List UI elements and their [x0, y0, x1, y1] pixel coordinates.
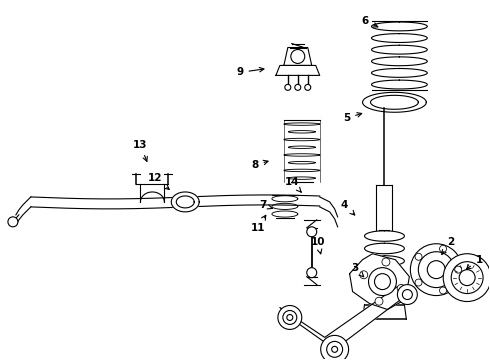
Text: 8: 8	[251, 160, 268, 170]
Circle shape	[451, 262, 483, 293]
Circle shape	[307, 227, 317, 237]
Circle shape	[440, 287, 446, 294]
Circle shape	[440, 245, 446, 252]
Text: 3: 3	[351, 263, 364, 277]
Polygon shape	[280, 287, 407, 349]
Polygon shape	[288, 162, 315, 164]
Polygon shape	[288, 131, 315, 133]
Circle shape	[402, 289, 413, 300]
Circle shape	[321, 336, 348, 360]
Polygon shape	[272, 211, 298, 217]
Circle shape	[455, 266, 462, 273]
Polygon shape	[349, 254, 409, 310]
Polygon shape	[288, 146, 315, 148]
Circle shape	[283, 310, 297, 324]
Circle shape	[375, 297, 383, 305]
Text: 14: 14	[285, 177, 301, 192]
Polygon shape	[272, 196, 298, 202]
Text: 7: 7	[259, 200, 272, 210]
Circle shape	[443, 254, 490, 302]
Circle shape	[305, 84, 311, 90]
Polygon shape	[284, 48, 312, 66]
Circle shape	[278, 306, 302, 329]
Text: 12: 12	[148, 173, 169, 189]
Polygon shape	[272, 203, 298, 210]
Circle shape	[295, 84, 301, 90]
Circle shape	[397, 285, 417, 305]
Text: 13: 13	[133, 140, 147, 161]
Text: 11: 11	[251, 215, 266, 233]
Polygon shape	[284, 123, 319, 125]
Circle shape	[410, 244, 462, 296]
Text: 5: 5	[343, 113, 362, 123]
Circle shape	[307, 268, 317, 278]
Polygon shape	[363, 93, 426, 112]
Polygon shape	[172, 192, 199, 212]
Polygon shape	[176, 196, 194, 208]
Polygon shape	[288, 177, 315, 179]
Circle shape	[287, 315, 293, 320]
Text: 2: 2	[441, 237, 455, 255]
Circle shape	[418, 252, 454, 288]
Text: 4: 4	[341, 200, 355, 215]
Circle shape	[327, 341, 343, 357]
Polygon shape	[284, 169, 319, 172]
Circle shape	[285, 84, 291, 90]
Circle shape	[397, 284, 405, 292]
Circle shape	[8, 217, 18, 227]
Circle shape	[374, 274, 391, 289]
Polygon shape	[276, 66, 319, 75]
Text: 6: 6	[361, 15, 378, 27]
Circle shape	[291, 50, 305, 63]
Circle shape	[368, 268, 396, 296]
Text: 10: 10	[311, 237, 325, 254]
Circle shape	[415, 279, 422, 286]
Circle shape	[415, 253, 422, 260]
Polygon shape	[284, 138, 319, 141]
Text: 1: 1	[466, 255, 483, 269]
Circle shape	[332, 346, 338, 352]
Circle shape	[382, 258, 390, 266]
Polygon shape	[284, 154, 319, 156]
Circle shape	[360, 271, 368, 279]
Text: 9: 9	[237, 67, 264, 77]
